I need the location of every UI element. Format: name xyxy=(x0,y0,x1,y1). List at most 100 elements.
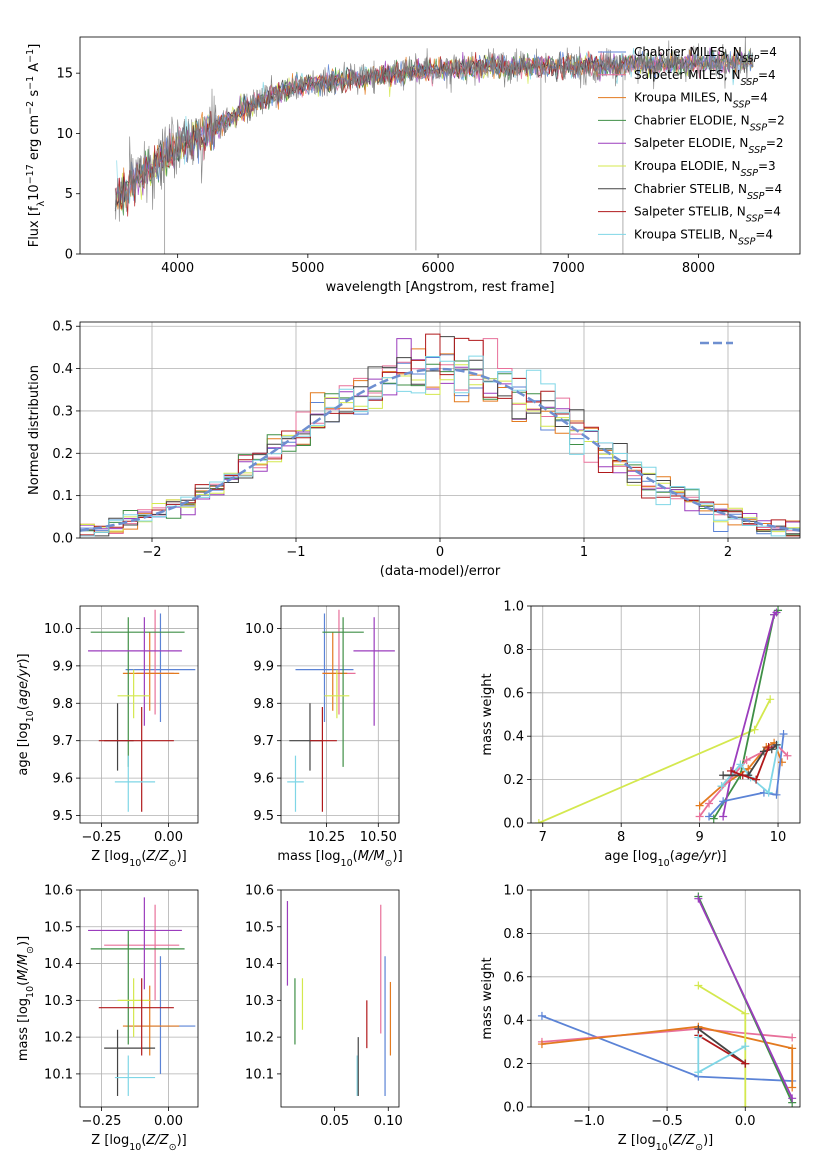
errorbar-salpeter_elodie xyxy=(88,897,182,990)
weight-line-salpeter_miles xyxy=(698,743,789,818)
label-part: ( xyxy=(141,849,146,864)
x-tick-label: 7 xyxy=(539,830,547,845)
axes-frame xyxy=(79,321,801,539)
errorbar-kroupa_stelib xyxy=(114,755,156,812)
label-part: −1 xyxy=(25,49,36,63)
weight-marker-kroupa_miles xyxy=(788,1083,797,1092)
label-part: age/yr xyxy=(16,662,31,705)
y-tick-label: 10.1 xyxy=(44,1067,73,1082)
x-axis-label: age [log10(age/yr)] xyxy=(604,849,726,869)
x-tick-label: 9 xyxy=(695,830,703,845)
label-part: = xyxy=(766,136,776,150)
label-part: , N xyxy=(725,45,742,59)
histogram-kroupa_stelib xyxy=(80,355,800,537)
x-axis-label: (data-model)/error xyxy=(380,564,501,579)
legend-label-salpeter_stelib: Salpeter STELIB, NSSP=4 xyxy=(634,205,781,225)
y-tick-label: 10.4 xyxy=(245,957,274,972)
x-tick-label: 5000 xyxy=(291,261,324,276)
y-tick-label: 0.2 xyxy=(503,773,524,788)
errorbar-kroupa_miles xyxy=(122,632,180,711)
errorbar-chabrier_miles xyxy=(295,613,354,722)
axes-frame xyxy=(79,36,801,255)
x-tick-label: 0.00 xyxy=(154,830,183,845)
label-part: = xyxy=(758,68,768,82)
x-axis-label: Z [log10(Z/Z⊙)] xyxy=(618,1133,713,1153)
legend-nssp: 4 xyxy=(774,182,782,196)
weight-marker-kroupa_elodie xyxy=(741,1009,750,1018)
y-tick-label: 9.6 xyxy=(253,772,274,787)
x-tick-label: 6000 xyxy=(422,261,455,276)
y-tick-label: 10.0 xyxy=(44,622,73,637)
label-part: )] xyxy=(703,1133,713,1148)
axes-frame xyxy=(280,605,400,824)
y-tick-label: 10.1 xyxy=(245,1067,274,1082)
y-tick-label: 5 xyxy=(65,187,73,202)
x-tick-label: 8000 xyxy=(682,261,715,276)
weight-marker-kroupa_elodie xyxy=(694,981,703,990)
legend-label-salpeter_miles: Salpeter MILES, NSSP=4 xyxy=(634,68,776,88)
label-part: )] xyxy=(16,936,31,946)
plot-area xyxy=(537,892,797,1107)
errorbar-salpeter_elodie xyxy=(353,617,395,726)
errorbar-salpeter_stelib xyxy=(98,978,174,1056)
label-part: ⊙ xyxy=(25,946,36,954)
label-part: SSP xyxy=(738,236,756,247)
label-part: , N xyxy=(730,182,747,196)
label-part: mass [log xyxy=(16,998,31,1061)
normal-curve xyxy=(80,367,800,532)
legend-nssp: 3 xyxy=(768,159,776,173)
errorbar-salpeter_stelib xyxy=(309,707,337,812)
label-part: Z/Z xyxy=(672,1133,696,1148)
errorbar-salpeter_miles xyxy=(322,609,356,715)
y-tick-label: 10.6 xyxy=(44,884,73,899)
y-tick-label: 10.3 xyxy=(245,994,274,1009)
axes-frame xyxy=(530,889,801,1108)
label-part: Z [log xyxy=(618,1133,656,1148)
weight-marker-kroupa_stelib xyxy=(741,1042,750,1051)
label-part: Z [log xyxy=(91,1133,129,1148)
weight-marker-salpeter_stelib xyxy=(741,1059,750,1068)
y-tick-label: 0.5 xyxy=(52,320,73,335)
weight-marker-salpeter_stelib xyxy=(726,766,735,775)
errorbar-kroupa_elodie xyxy=(117,669,150,719)
y-tick-label: 0.0 xyxy=(503,817,524,832)
y-tick-label: 0.4 xyxy=(503,730,524,745)
legend-nssp: 4 xyxy=(760,91,768,105)
y-axis-label: mass weight xyxy=(480,957,495,1039)
weight-marker-kroupa_elodie xyxy=(741,1103,750,1107)
y-tick-label: 0.2 xyxy=(52,447,73,462)
errorbar-kroupa_elodie xyxy=(324,669,350,719)
weight-marker-kroupa_elodie xyxy=(750,725,759,734)
legend-label-kroupa_elodie: Kroupa ELODIE, NSSP=3 xyxy=(634,159,776,179)
x-tick-label: 7000 xyxy=(552,261,585,276)
legend-series-name: Chabrier MILES xyxy=(634,45,725,59)
errorbar-kroupa_stelib xyxy=(287,755,304,812)
x-tick-label: 8 xyxy=(617,830,625,845)
weight-line-salpeter_stelib xyxy=(697,1034,746,1065)
spectrum-data-line xyxy=(114,37,754,222)
weight-marker-salpeter_stelib xyxy=(738,771,747,780)
label-part: ( xyxy=(353,849,358,864)
label-part: 10 xyxy=(25,710,36,722)
label-part: SSP xyxy=(750,122,768,133)
axes-frame xyxy=(280,889,400,1108)
legend-label-salpeter_elodie: Salpeter ELODIE, NSSP=2 xyxy=(634,136,784,156)
plot-area xyxy=(80,333,800,537)
label-part: SSP xyxy=(747,190,765,201)
label-part: )] xyxy=(716,849,726,864)
weight-marker-chabrier_miles xyxy=(705,812,714,821)
y-tick-label: 1.0 xyxy=(503,600,524,615)
label-part: ⊙ xyxy=(169,1142,177,1153)
x-tick-label: 0.0 xyxy=(735,1114,756,1129)
x-tick-label: 0.10 xyxy=(374,1114,403,1129)
x-tick-label: −0.5 xyxy=(651,1114,683,1129)
y-tick-label: 9.5 xyxy=(253,809,274,824)
label-part: age [log xyxy=(604,849,657,864)
y-tick-label: 10 xyxy=(56,127,73,142)
chart-age_vs_mass: 10.25 10.50 9.5 9.6 9.7 9.8 9.9 10.0 mass [log10… xyxy=(245,605,403,869)
label-part: ( xyxy=(668,1133,673,1148)
x-tick-label: −1 xyxy=(286,545,305,560)
errorbar-salpeter_stelib xyxy=(98,707,174,812)
